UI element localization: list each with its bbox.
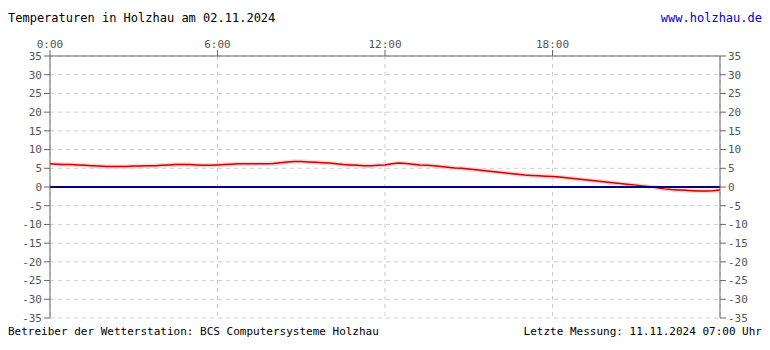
svg-text:0: 0	[35, 181, 42, 194]
svg-text:-30: -30	[22, 293, 42, 306]
svg-text:18:00: 18:00	[536, 38, 569, 51]
svg-text:12:00: 12:00	[368, 38, 401, 51]
svg-text:-35: -35	[22, 312, 42, 322]
html-text:Temperaturen in Holzhau am 02.: Temperaturen in Holzhau am 02.11.2024	[8, 11, 276, 25]
svg-text:20: 20	[728, 106, 741, 119]
svg-text:-10: -10	[728, 218, 748, 231]
svg-text:25: 25	[728, 87, 741, 100]
svg-text:0: 0	[728, 181, 735, 194]
svg-text:-15: -15	[22, 237, 42, 250]
svg-text:5: 5	[35, 162, 42, 175]
html-text:Betreiber der Wetterstation: B: Betreiber der Wetterstation: BCS Compute…	[8, 325, 379, 338]
svg-text:-10: -10	[22, 218, 42, 231]
svg-text:10: 10	[29, 143, 42, 156]
svg-text:6:00: 6:00	[204, 38, 231, 51]
svg-text:-20: -20	[22, 256, 42, 269]
svg-text:35: 35	[29, 50, 42, 63]
svg-text:-5: -5	[29, 200, 42, 213]
svg-text:30: 30	[29, 69, 42, 82]
svg-text:-15: -15	[728, 237, 748, 250]
svg-text:-5: -5	[728, 200, 741, 213]
svg-text:15: 15	[29, 125, 42, 138]
html-text:www.holzhau.de: www.holzhau.de	[660, 11, 762, 25]
svg-text:-35: -35	[728, 312, 748, 322]
svg-text:20: 20	[29, 106, 42, 119]
svg-text:5: 5	[728, 162, 735, 175]
svg-text:-25: -25	[22, 274, 42, 287]
svg-text:35: 35	[728, 50, 741, 63]
svg-text:30: 30	[728, 69, 741, 82]
svg-text:25: 25	[29, 87, 42, 100]
html-text:Letzte Messung: 11.11.2024 07:: Letzte Messung: 11.11.2024 07:00 Uhr	[523, 325, 762, 338]
svg-text:-20: -20	[728, 256, 748, 269]
svg-text:15: 15	[728, 125, 741, 138]
svg-text:0:00: 0:00	[36, 38, 64, 51]
svg-text:-25: -25	[728, 274, 748, 287]
svg-text:10: 10	[728, 143, 741, 156]
svg-text:-30: -30	[728, 293, 748, 306]
